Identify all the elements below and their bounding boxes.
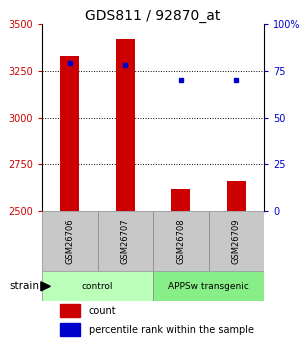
Bar [208,211,264,271]
Bar [60,323,80,336]
Text: APPSw transgenic: APPSw transgenic [168,282,249,291]
Polygon shape [41,282,50,291]
Bar [42,211,98,271]
Bar [153,211,208,271]
Text: percentile rank within the sample: percentile rank within the sample [88,325,254,335]
Bar [60,56,80,211]
Text: control: control [82,282,113,291]
Bar [153,271,264,302]
Title: GDS811 / 92870_at: GDS811 / 92870_at [85,9,221,23]
Bar [226,181,246,211]
Text: strain: strain [9,281,39,291]
Bar [60,304,80,317]
Text: GSM26708: GSM26708 [176,218,185,264]
Text: GSM26706: GSM26706 [65,218,74,264]
Text: count: count [88,306,116,316]
Text: GSM26707: GSM26707 [121,218,130,264]
Bar [116,39,135,211]
Bar [42,271,153,302]
Bar [98,211,153,271]
Text: GSM26709: GSM26709 [232,218,241,264]
Bar [171,189,190,211]
